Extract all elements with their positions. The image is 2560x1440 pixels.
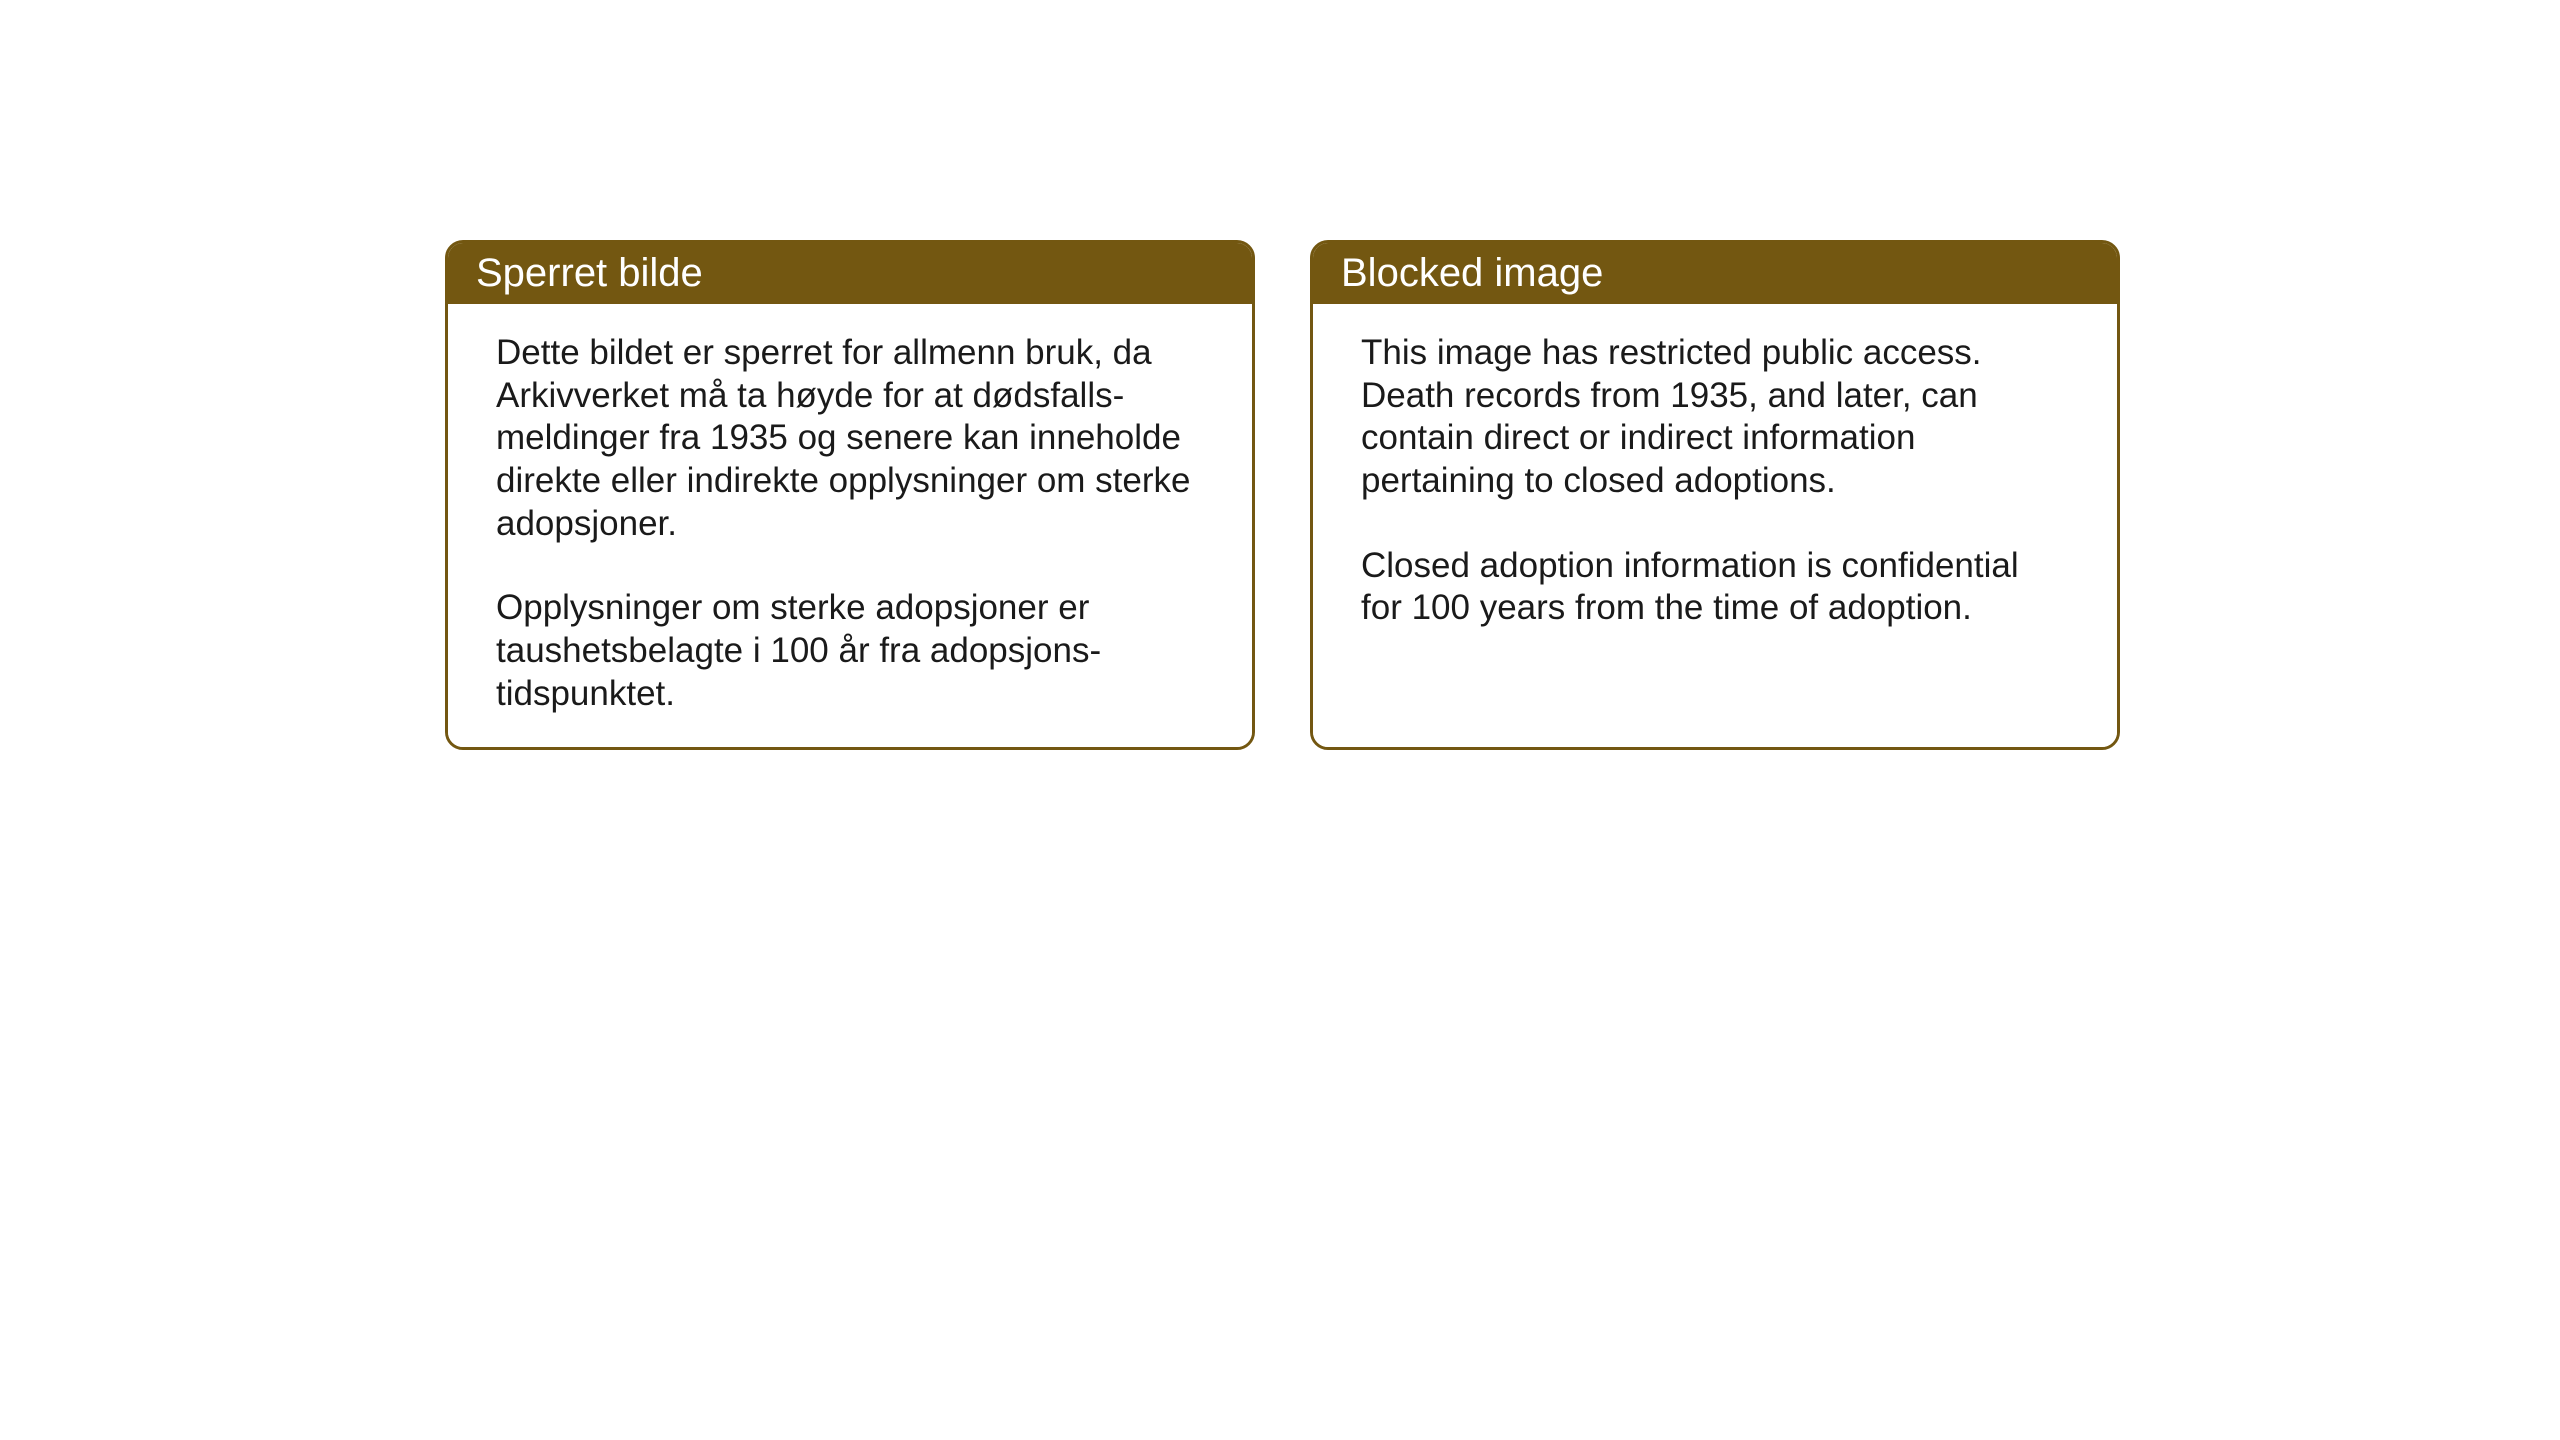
card-norwegian: Sperret bilde Dette bildet er sperret fo… <box>445 240 1255 750</box>
card-english: Blocked image This image has restricted … <box>1310 240 2120 750</box>
card-title-norwegian: Sperret bilde <box>476 251 703 295</box>
card-paragraph2-english: Closed adoption information is confident… <box>1361 545 2069 630</box>
card-paragraph1-norwegian: Dette bildet er sperret for allmenn bruk… <box>496 332 1204 545</box>
card-paragraph1-english: This image has restricted public access.… <box>1361 332 2069 503</box>
card-header-english: Blocked image <box>1313 243 2117 304</box>
card-paragraph2-norwegian: Opplysninger om sterke adopsjoner er tau… <box>496 587 1204 715</box>
card-title-english: Blocked image <box>1341 251 1603 295</box>
card-body-norwegian: Dette bildet er sperret for allmenn bruk… <box>448 304 1252 750</box>
card-header-norwegian: Sperret bilde <box>448 243 1252 304</box>
cards-container: Sperret bilde Dette bildet er sperret fo… <box>445 240 2120 750</box>
card-body-english: This image has restricted public access.… <box>1313 304 2117 747</box>
